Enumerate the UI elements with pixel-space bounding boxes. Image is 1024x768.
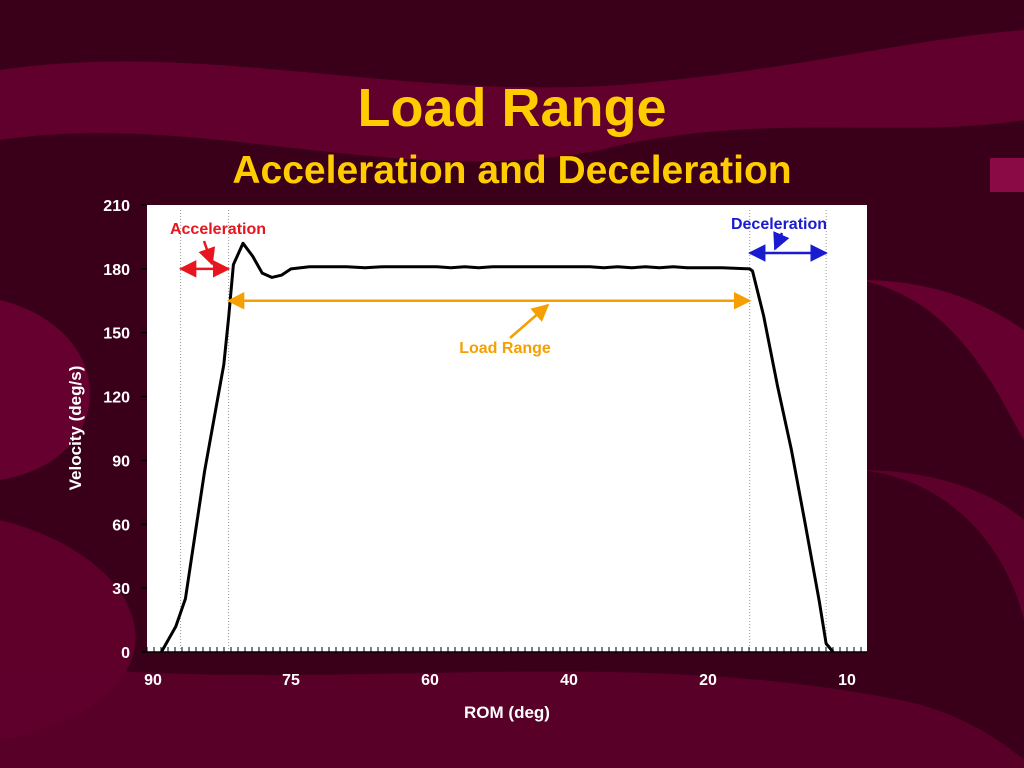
y-tick-label: 120 [103, 390, 130, 407]
slide-title: Load Range [357, 78, 667, 138]
plot-area [147, 205, 867, 652]
y-tick-label: 210 [103, 198, 130, 215]
x-tick-label: 60 [421, 672, 439, 689]
y-tick-label: 90 [112, 453, 130, 470]
x-minor-ticks [146, 647, 862, 652]
acceleration-pointer [198, 240, 216, 266]
y-tick-label: 150 [103, 326, 130, 343]
load-range-pointer [509, 303, 550, 339]
acceleration-label: Acceleration [170, 221, 266, 238]
annotations: Acceleration Load Range Deceleration [170, 216, 828, 357]
y-axis-title: Velocity (deg/s) [66, 366, 85, 491]
deceleration-pointer [773, 231, 790, 251]
x-tick-label: 20 [699, 672, 717, 689]
x-axis-title: ROM (deg) [464, 703, 550, 722]
load-range-label: Load Range [459, 340, 551, 357]
velocity-curve [160, 241, 835, 653]
deceleration-label: Deceleration [731, 216, 827, 233]
x-tick-label: 90 [144, 672, 162, 689]
y-tick-label: 30 [112, 581, 130, 598]
x-tick-label: 10 [838, 672, 856, 689]
x-tick-label: 75 [282, 672, 300, 689]
x-ticks: 90 75 60 40 20 10 [144, 672, 856, 689]
y-tick-label: 60 [112, 517, 130, 534]
slide-subtitle: Acceleration and Deceleration [232, 149, 792, 192]
y-tick-label: 180 [103, 262, 130, 279]
y-ticks: 0 30 60 90 120 150 180 210 [103, 198, 147, 662]
x-tick-label: 40 [560, 672, 578, 689]
y-tick-label: 0 [121, 645, 130, 662]
